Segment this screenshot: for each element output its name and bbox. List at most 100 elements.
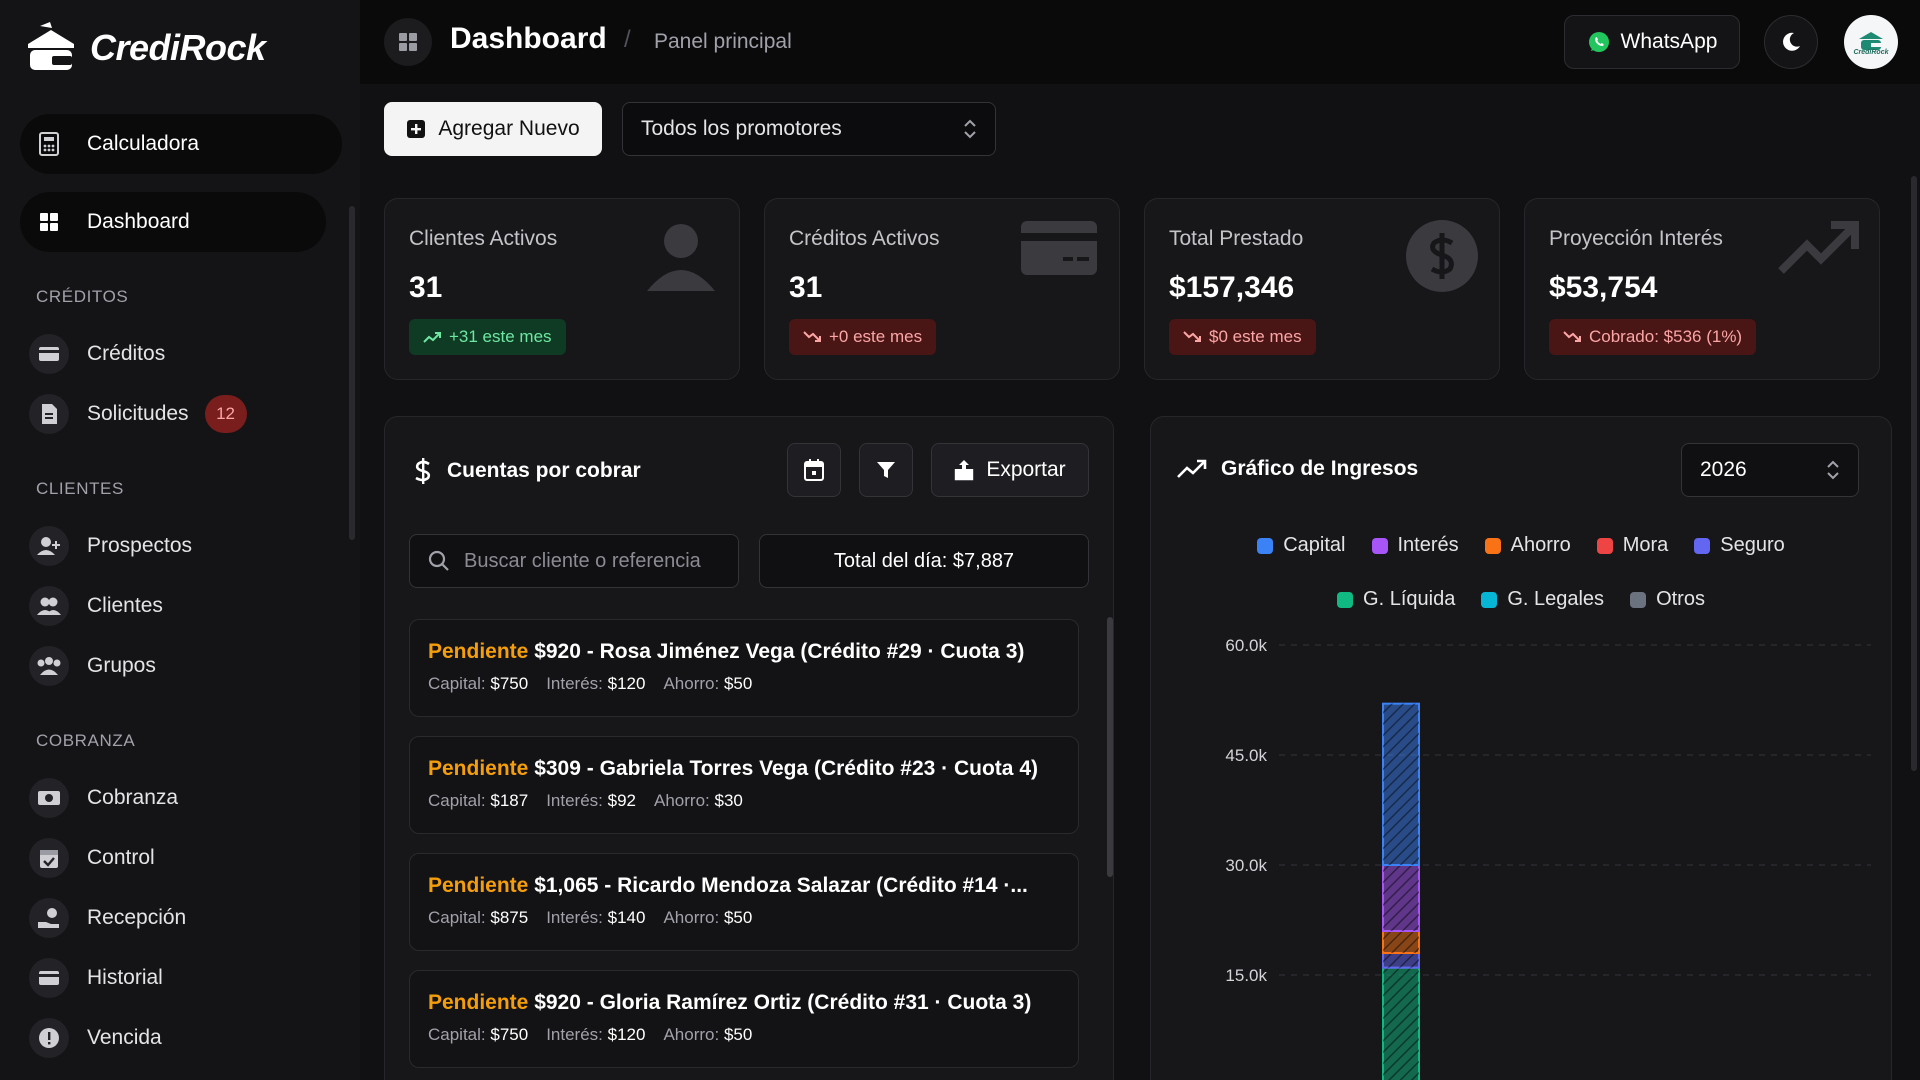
section-title-creditos: CRÉDITOS: [36, 287, 129, 306]
dashboard-main: Clientes Activos 31 +31 este mes Crédito…: [360, 176, 1920, 1080]
sidebar-item-label: Grupos: [87, 654, 156, 677]
sidebar-item-label: Clientes: [87, 594, 163, 617]
credit-card-icon: [1021, 221, 1097, 275]
account-item[interactable]: Pendiente $1,065 - Ricardo Mendoza Salaz…: [409, 853, 1079, 951]
sidebar-item-creditos[interactable]: Créditos: [20, 324, 165, 384]
dollar-circle-icon: [1406, 220, 1478, 292]
stat-badge: +0 este mes: [789, 319, 937, 355]
search-input[interactable]: [464, 549, 724, 573]
chart-legend-row-2: G. Líquida G. Legales Otros: [1151, 588, 1891, 611]
account-item[interactable]: Pendiente $920 - Rosa Jiménez Vega (Créd…: [409, 619, 1079, 717]
legend-item-mora[interactable]: Mora: [1596, 534, 1669, 557]
add-new-button[interactable]: Agregar Nuevo: [384, 102, 602, 156]
apps-grid-button[interactable]: [384, 18, 432, 66]
legend-label: Interés: [1397, 534, 1459, 556]
legend-swatch: [1481, 591, 1498, 608]
sidebar-item-historial[interactable]: Historial: [20, 948, 163, 1008]
sidebar-item-label: Control: [87, 846, 155, 869]
legend-item-g-liquida[interactable]: G. Líquida: [1337, 588, 1455, 611]
sidebar-item-vencida[interactable]: Vencida: [20, 1008, 162, 1068]
solicitudes-count-badge: 12: [204, 395, 247, 433]
sidebar-item-label: Créditos: [87, 342, 166, 365]
sidebar-item-label: Recepción: [87, 906, 187, 929]
legend-item-seguro[interactable]: Seguro: [1694, 534, 1785, 557]
year-select[interactable]: 2026: [1681, 443, 1859, 497]
accounts-list-scrollbar[interactable]: [1107, 617, 1113, 877]
theme-toggle-button[interactable]: [1764, 15, 1818, 69]
legend-swatch: [1371, 537, 1388, 554]
main-scrollbar[interactable]: [1911, 176, 1917, 771]
capital-value: $875: [490, 908, 529, 927]
legend-swatch: [1694, 537, 1711, 554]
logo-icon: [28, 22, 74, 70]
filter-button[interactable]: [859, 443, 913, 497]
filter-icon: [877, 462, 895, 478]
credit-card-icon: [29, 334, 69, 374]
bar-segment-hatch: [1383, 967, 1419, 1080]
sidebar-item-cobranza[interactable]: Cobranza: [20, 768, 178, 828]
legend-label: Mora: [1622, 534, 1669, 556]
bar-segment-inter-s[interactable]: [1382, 864, 1420, 932]
legend-item-ahorro[interactable]: Ahorro: [1484, 534, 1571, 557]
user-avatar[interactable]: CrediRock: [1844, 15, 1898, 69]
ahorro-value: $50: [723, 674, 753, 693]
bar-segment-ahorro[interactable]: [1382, 930, 1420, 954]
sidebar-scrollbar[interactable]: [349, 206, 355, 540]
accounts-title-text: Cuentas por cobrar: [447, 459, 641, 482]
stat-value: $157,346: [1169, 271, 1295, 304]
stat-value: 31: [789, 271, 823, 304]
capital-label: Capital:: [428, 674, 486, 693]
legend-item-g-legales[interactable]: G. Legales: [1481, 588, 1604, 611]
capital-value: $750: [490, 1025, 529, 1044]
export-button[interactable]: Exportar: [931, 443, 1089, 497]
ahorro-value: $50: [723, 1025, 753, 1044]
sidebar-item-control[interactable]: Control: [20, 828, 155, 888]
legend-item-interes[interactable]: Interés: [1371, 534, 1459, 557]
sidebar-item-clientes[interactable]: Clientes: [20, 576, 163, 636]
legend-item-capital[interactable]: Capital: [1257, 534, 1346, 557]
whatsapp-label: WhatsApp: [1620, 30, 1718, 53]
account-item[interactable]: Pendiente $920 - Gloria Ramírez Ortiz (C…: [409, 970, 1079, 1068]
sidebar-item-label: Prospectos: [87, 534, 193, 557]
y-tick-label: 15.0k: [1225, 966, 1267, 985]
sidebar-item-prospectos[interactable]: Prospectos: [20, 516, 192, 576]
sidebar-item-label: Vencida: [87, 1026, 162, 1049]
account-status: Pendiente: [428, 991, 529, 1014]
sidebar-item-grupos[interactable]: Grupos: [20, 636, 156, 696]
account-description: $309 - Gabriela Torres Vega (Crédito #23…: [534, 757, 1038, 780]
trending-up-icon: [423, 332, 441, 343]
bar-segment-g-l-quida[interactable]: [1382, 966, 1420, 1080]
sidebar-item-dashboard[interactable]: Dashboard: [20, 192, 326, 252]
brand-logo[interactable]: CrediRock: [22, 20, 266, 76]
breadcrumb: Panel principal: [654, 30, 792, 53]
stat-badge: Cobrado: $536 (1%): [1549, 319, 1757, 355]
promoter-select[interactable]: Todos los promotores: [622, 102, 996, 156]
stat-card-clientes-activos: Clientes Activos 31 +31 este mes: [384, 198, 740, 380]
sidebar-item-solicitudes[interactable]: Solicitudes 12: [20, 384, 247, 444]
stat-label: Créditos Activos: [789, 227, 940, 250]
bar-segment-seguro[interactable]: [1382, 952, 1420, 969]
date-filter-button[interactable]: [787, 443, 841, 497]
account-description: $920 - Gloria Ramírez Ortiz (Crédito #31…: [534, 991, 1032, 1014]
sidebar-item-recepcion[interactable]: Recepción: [20, 888, 186, 948]
bar-segment-hatch: [1383, 931, 1419, 953]
export-icon: [955, 460, 974, 481]
breadcrumb-separator: /: [624, 26, 631, 53]
chart-title-text: Gráfico de Ingresos: [1221, 457, 1419, 480]
legend-item-otros[interactable]: Otros: [1630, 588, 1705, 611]
legend-label: G. Legales: [1507, 588, 1605, 610]
sidebar-item-calculadora[interactable]: Calculadora: [20, 114, 342, 174]
client-search[interactable]: [409, 534, 739, 588]
interes-value: $92: [607, 791, 637, 810]
bar-segment-capital[interactable]: [1382, 702, 1420, 866]
legend-swatch: [1630, 591, 1647, 608]
calendar-check-icon: [29, 838, 69, 878]
interes-label: Interés:: [546, 1025, 603, 1044]
whatsapp-button[interactable]: WhatsApp: [1564, 15, 1740, 69]
banknote-icon: [29, 778, 69, 818]
chart-legend-row-1: Capital Interés Ahorro Mora Seguro: [1151, 534, 1891, 557]
y-tick-label: 45.0k: [1225, 746, 1267, 765]
account-item[interactable]: Pendiente $309 - Gabriela Torres Vega (C…: [409, 736, 1079, 834]
sidebar-item-label: Solicitudes: [87, 402, 189, 425]
capital-label: Capital:: [428, 791, 486, 810]
